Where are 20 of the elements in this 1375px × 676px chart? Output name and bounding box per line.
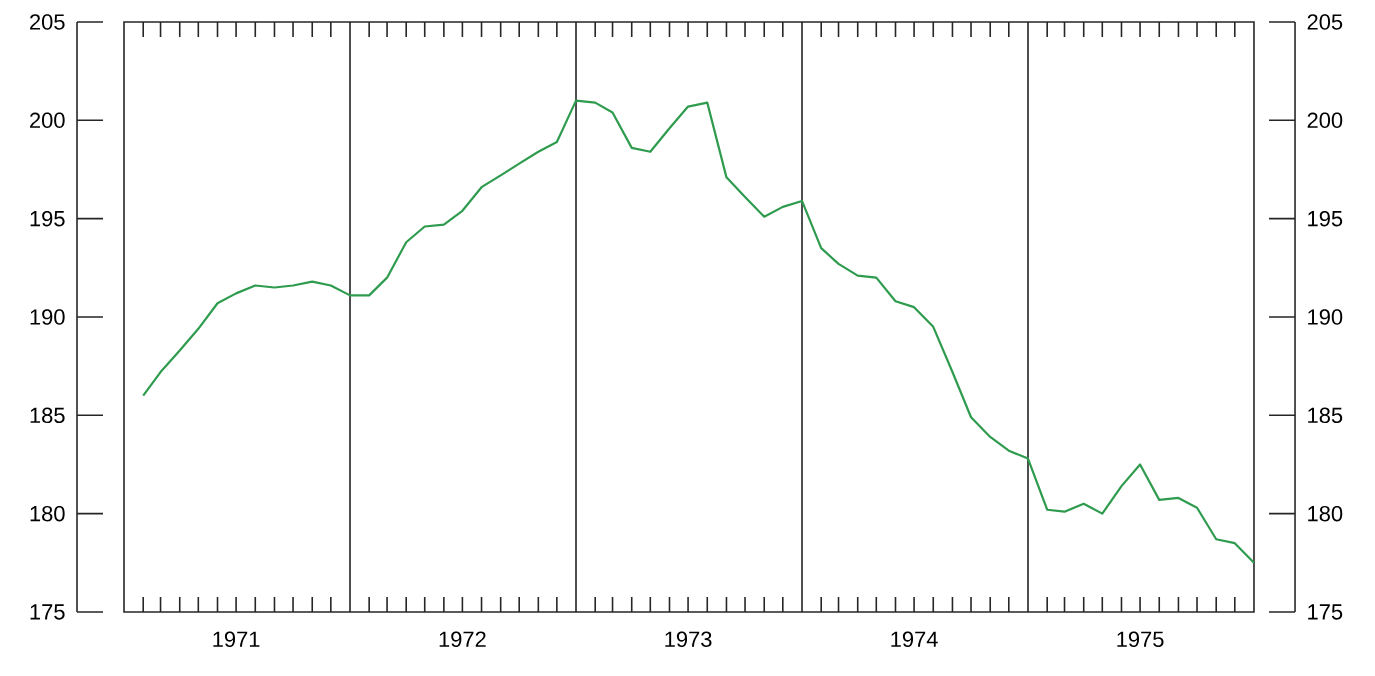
y2-tick-label: 205 (1307, 14, 1343, 30)
y-tick-label: 205 (30, 14, 65, 30)
x-tick-label: 1974 (891, 631, 938, 648)
y2-tick-label: 195 (1308, 210, 1343, 227)
x-tick-label: 1973 (665, 631, 712, 648)
y-tick-label: 190 (30, 309, 65, 325)
y2-tick-label: 200 (1307, 112, 1343, 129)
y2-tick-label: 175 (1308, 604, 1343, 620)
y2-tick-label: 180 (1308, 505, 1343, 522)
y2-tick-label: 185 (1308, 407, 1343, 424)
y-tick-label: 185 (30, 407, 65, 424)
y-tick-label: 175 (30, 604, 65, 620)
x-tick-label: 1972 (439, 631, 486, 648)
y2-tick-label: 190 (1308, 309, 1343, 325)
line-series (142, 99, 1256, 564)
y-tick-label: 180 (30, 505, 65, 522)
x-tick-label: 1971 (213, 631, 260, 648)
x-tick-label: 1975 (1117, 631, 1164, 648)
y-tick-label: 200 (30, 112, 65, 129)
y-tick-label: 195 (30, 210, 65, 227)
